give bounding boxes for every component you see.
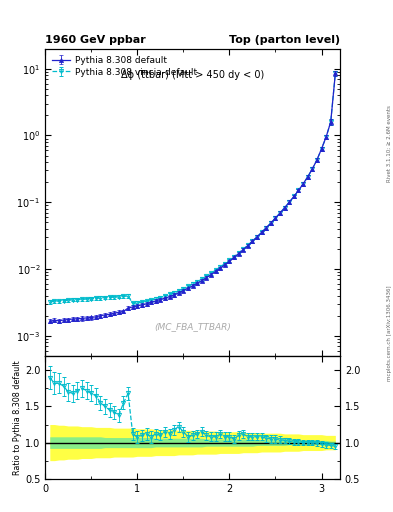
Y-axis label: Ratio to Pythia 8.308 default: Ratio to Pythia 8.308 default [13,360,22,475]
Text: (MC_FBA_TTBAR): (MC_FBA_TTBAR) [154,322,231,331]
Legend: Pythia 8.308 default, Pythia 8.308 vincia-default: Pythia 8.308 default, Pythia 8.308 vinci… [50,53,200,79]
Text: Top (parton level): Top (parton level) [229,35,340,45]
Text: Δϕ (t̅tbar) (Mtt > 450 dy < 0): Δϕ (t̅tbar) (Mtt > 450 dy < 0) [121,70,264,80]
Text: 1960 GeV ppbar: 1960 GeV ppbar [45,35,146,45]
Text: mcplots.cern.ch [arXiv:1306.3436]: mcplots.cern.ch [arXiv:1306.3436] [387,285,391,380]
Text: Rivet 3.1.10; ≥ 2.6M events: Rivet 3.1.10; ≥ 2.6M events [387,105,391,182]
